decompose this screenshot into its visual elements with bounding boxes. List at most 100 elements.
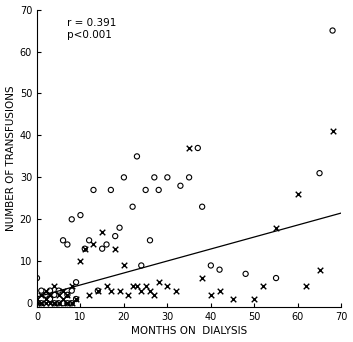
Point xyxy=(65,301,70,306)
Point xyxy=(56,288,61,293)
Point xyxy=(60,301,66,306)
Point xyxy=(34,301,40,306)
Point xyxy=(52,292,57,298)
Point xyxy=(47,292,53,298)
Point xyxy=(43,301,48,306)
Point xyxy=(151,292,157,298)
Point xyxy=(95,288,101,293)
Point xyxy=(138,263,144,268)
Point xyxy=(273,225,279,231)
Point xyxy=(78,212,83,218)
Point xyxy=(47,288,53,293)
Point xyxy=(82,246,88,251)
Point xyxy=(208,292,214,298)
Point xyxy=(43,288,48,293)
Point xyxy=(52,301,57,306)
Point xyxy=(43,292,48,298)
Point xyxy=(186,175,192,180)
Point xyxy=(173,288,179,293)
Point xyxy=(147,288,153,293)
Point xyxy=(230,296,235,302)
Point xyxy=(317,267,322,272)
Point xyxy=(91,242,96,247)
Point xyxy=(78,259,83,264)
Point xyxy=(73,279,79,285)
Point xyxy=(112,246,118,251)
Y-axis label: NUMBER OF TRANSFUSIONS: NUMBER OF TRANSFUSIONS xyxy=(6,86,16,231)
Point xyxy=(104,284,109,289)
Point xyxy=(134,284,140,289)
Point xyxy=(65,292,70,298)
Point xyxy=(178,183,183,188)
X-axis label: MONTHS ON  DIALYSIS: MONTHS ON DIALYSIS xyxy=(131,327,247,337)
Point xyxy=(199,275,205,281)
Point xyxy=(38,288,44,293)
Point xyxy=(34,275,40,281)
Point xyxy=(164,175,170,180)
Point xyxy=(65,292,70,298)
Point xyxy=(317,170,322,176)
Point xyxy=(199,204,205,209)
Point xyxy=(251,296,257,302)
Point xyxy=(65,301,70,306)
Point xyxy=(260,284,266,289)
Point xyxy=(295,192,301,197)
Point xyxy=(138,288,144,293)
Point xyxy=(243,271,249,277)
Point xyxy=(47,296,53,302)
Point xyxy=(47,301,53,306)
Point xyxy=(125,292,131,298)
Point xyxy=(151,175,157,180)
Point xyxy=(108,187,114,193)
Point xyxy=(130,284,136,289)
Text: r = 0.391
p<0.001: r = 0.391 p<0.001 xyxy=(67,18,117,40)
Point xyxy=(91,187,96,193)
Point xyxy=(65,242,70,247)
Point xyxy=(330,129,335,134)
Point xyxy=(82,246,88,251)
Point xyxy=(38,301,44,306)
Point xyxy=(69,216,74,222)
Point xyxy=(117,288,122,293)
Point xyxy=(208,263,214,268)
Point xyxy=(86,292,92,298)
Point xyxy=(56,292,61,298)
Point xyxy=(217,288,222,293)
Point xyxy=(60,296,66,302)
Point xyxy=(43,296,48,302)
Point xyxy=(104,242,109,247)
Point xyxy=(117,225,122,231)
Point xyxy=(143,187,149,193)
Point xyxy=(69,301,74,306)
Point xyxy=(69,284,74,289)
Point xyxy=(134,154,140,159)
Point xyxy=(164,284,170,289)
Point xyxy=(52,301,57,306)
Point xyxy=(156,279,162,285)
Point xyxy=(130,204,136,209)
Point xyxy=(38,292,44,298)
Point xyxy=(60,288,66,293)
Point xyxy=(156,187,162,193)
Point xyxy=(86,238,92,243)
Point xyxy=(121,263,127,268)
Point xyxy=(95,288,101,293)
Point xyxy=(38,301,44,306)
Point xyxy=(304,284,309,289)
Point xyxy=(108,288,114,293)
Point xyxy=(60,238,66,243)
Point xyxy=(99,246,105,251)
Point xyxy=(143,284,149,289)
Point xyxy=(121,175,127,180)
Point xyxy=(69,301,74,306)
Point xyxy=(147,238,153,243)
Point xyxy=(56,301,61,306)
Point xyxy=(186,145,192,151)
Point xyxy=(73,296,79,302)
Point xyxy=(69,288,74,293)
Point xyxy=(56,301,61,306)
Point xyxy=(34,296,40,302)
Point xyxy=(73,296,79,302)
Point xyxy=(99,229,105,235)
Point xyxy=(273,275,279,281)
